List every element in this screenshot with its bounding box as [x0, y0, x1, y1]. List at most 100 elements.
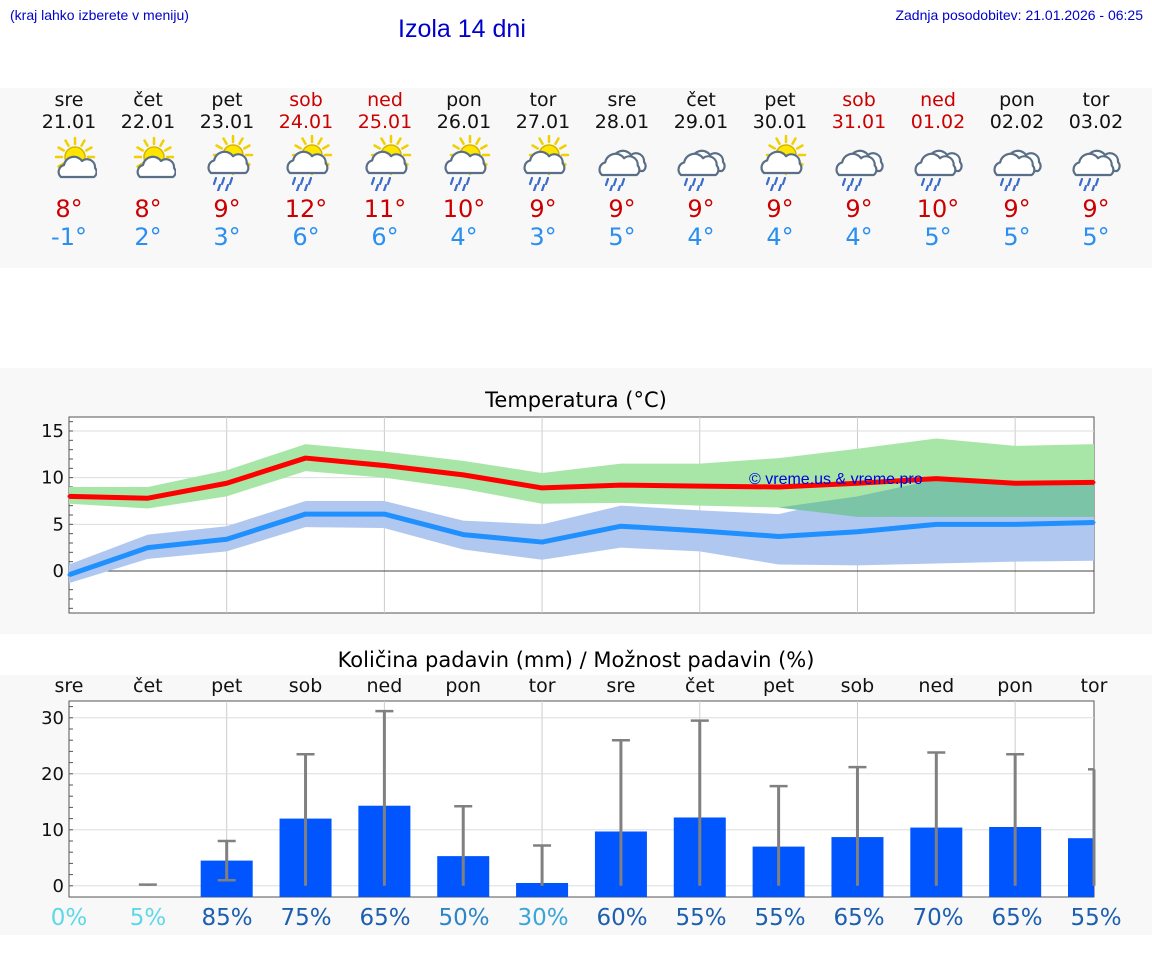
cloud-rain-icon	[914, 149, 963, 191]
y-tick-label: 0	[53, 876, 64, 897]
day-date: 28.01	[594, 111, 650, 133]
data-point	[1092, 480, 1096, 484]
forecast-day: tor 27.01 9° 3°	[503, 88, 583, 251]
max-temp: 9°	[608, 195, 636, 223]
data-point	[1013, 522, 1017, 526]
min-temp: 4°	[687, 223, 715, 251]
forecast-day: sob 31.01 9° 4°	[819, 88, 899, 251]
precip-chance: 70%	[912, 905, 964, 931]
min-temp: 4°	[766, 223, 794, 251]
day-name: pon	[446, 89, 482, 111]
day-date: 21.01	[41, 111, 97, 133]
forecast-day: sre 28.01 9° 5°	[582, 88, 662, 251]
data-point	[382, 512, 386, 516]
precip-chance: 55%	[675, 905, 727, 931]
data-point	[146, 496, 150, 500]
day-date: 27.01	[515, 111, 571, 133]
precip-chance: 75%	[280, 905, 332, 931]
sun-cloud-rain-icon	[207, 135, 254, 191]
min-temp: 2°	[134, 223, 162, 251]
min-temp: 5°	[608, 223, 636, 251]
overlap-band	[69, 471, 1094, 517]
day-name: ned	[367, 89, 403, 111]
day-name: sob	[842, 89, 876, 111]
data-point	[777, 485, 781, 489]
last-updated: Zadnja posodobitev: 21.01.2026 - 06:25	[895, 7, 1143, 23]
day-date: 25.01	[357, 111, 413, 133]
day-date: 03.02	[1068, 111, 1124, 133]
max-temp: 9°	[1003, 195, 1031, 223]
data-point	[225, 481, 229, 485]
day-date: 31.01	[831, 111, 887, 133]
y-tick-label: 30	[41, 708, 64, 729]
min-temp: 4°	[845, 223, 873, 251]
max-temp-line	[68, 455, 1095, 501]
day-name: sre	[607, 89, 637, 111]
cloud-rain-icon	[677, 149, 726, 191]
day-label: sre	[55, 675, 84, 697]
y-tick-label: 20	[41, 764, 64, 785]
forecast-day: pet 23.01 9° 3°	[187, 88, 267, 251]
data-point	[67, 573, 71, 577]
max-temp: 8°	[134, 195, 162, 223]
page-title: Izola 14 dni	[398, 15, 526, 43]
day-name: tor	[1082, 89, 1110, 111]
sun-cloud-icon	[54, 136, 97, 179]
cloud-rain-icon	[993, 149, 1042, 191]
y-tick-label: 10	[41, 820, 64, 841]
forecast-day: čet 29.01 9° 4°	[661, 88, 741, 251]
sun-cloud-rain-icon	[760, 135, 807, 191]
day-name: pon	[999, 89, 1035, 111]
day-date: 24.01	[278, 111, 334, 133]
min-temp-line	[68, 511, 1095, 578]
precip-bar	[1068, 838, 1094, 897]
day-name: tor	[529, 89, 557, 111]
forecast-day: pon 02.02 9° 5°	[977, 88, 1057, 251]
min-temp: 6°	[371, 223, 399, 251]
max-temp: 8°	[55, 195, 83, 223]
day-date: 30.01	[752, 111, 808, 133]
forecast-day: pet 30.01 9° 4°	[740, 88, 820, 251]
day-date: 01.02	[910, 111, 966, 133]
sun-cloud-icon	[133, 136, 176, 179]
sun-cloud-rain-icon	[365, 135, 412, 191]
forecast-day: pon 26.01 10° 4°	[424, 88, 504, 251]
data-point	[698, 484, 702, 488]
day-label: sob	[289, 675, 323, 697]
temperature-chart: 0 5 10 15 © vreme.us & vreme.pro	[41, 416, 1096, 614]
precip-chance: 55%	[1070, 905, 1122, 931]
day-label: sob	[841, 675, 875, 697]
max-temp: 9°	[845, 195, 873, 223]
day-date: 23.01	[199, 111, 255, 133]
day-label: čet	[685, 675, 715, 697]
precipitation-chart: 0 10 20 30 sre čet pet sob ned pon tor sre čet pet sob…	[41, 675, 1108, 898]
data-point	[146, 546, 150, 550]
data-point	[67, 494, 71, 498]
sun-cloud-rain-icon	[444, 135, 491, 191]
data-point	[855, 481, 859, 485]
min-temp: 6°	[292, 223, 320, 251]
day-label: čet	[133, 675, 163, 697]
day-label: ned	[918, 675, 954, 697]
data-point	[540, 540, 544, 544]
forecast-day: ned 25.01 11° 6°	[345, 88, 425, 251]
min-temp: 3°	[213, 223, 241, 251]
data-point	[619, 483, 623, 487]
precip-chance: 5%	[129, 905, 167, 931]
y-tick-label: 0	[53, 561, 64, 582]
max-temp: 11°	[363, 195, 407, 223]
forecast-day: sob 24.01 12° 6°	[266, 88, 346, 251]
day-name: pet	[764, 89, 796, 111]
day-date: 26.01	[436, 111, 492, 133]
day-name: sre	[54, 89, 84, 111]
min-temp: 5°	[1003, 223, 1031, 251]
sun-cloud-rain-icon	[523, 135, 570, 191]
data-point	[1013, 481, 1017, 485]
precip-chance: 65%	[991, 905, 1043, 931]
day-label: pet	[211, 675, 242, 697]
watermark: © vreme.us & vreme.pro	[749, 471, 923, 488]
precip-chance: 85%	[201, 905, 253, 931]
data-point	[461, 533, 465, 537]
data-point	[698, 529, 702, 533]
forecast-day: ned 01.02 10° 5°	[898, 88, 978, 251]
